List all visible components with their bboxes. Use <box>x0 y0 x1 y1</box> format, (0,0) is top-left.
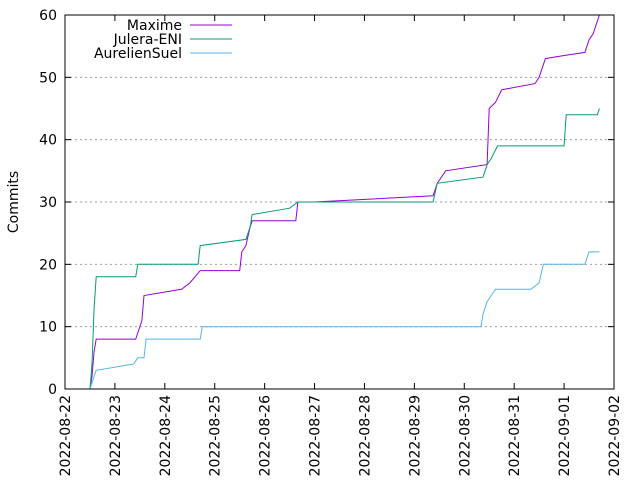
x-tick-label: 2022-08-28 <box>357 395 373 476</box>
y-axis-ticks: 0 10 20 30 40 50 60 <box>39 8 614 398</box>
x-axis-ticks: 2022-08-22 2022-08-23 2022-08-24 2022-08-25… <box>58 15 623 476</box>
series-line-maxime <box>89 14 600 390</box>
series-lines <box>89 14 600 390</box>
y-tick-label: 0 <box>48 382 57 398</box>
series-line-julera-eni <box>89 108 600 390</box>
x-tick-label: 2022-08-29 <box>407 395 423 476</box>
x-tick-label: 2022-09-01 <box>557 395 573 476</box>
x-tick-label: 2022-08-27 <box>308 395 324 476</box>
x-tick-label: 2022-08-24 <box>158 395 174 476</box>
series-line-aureliensuel <box>89 251 600 390</box>
legend-label: Maxime <box>127 18 182 34</box>
x-tick-label: 2022-08-30 <box>457 395 473 476</box>
x-tick-label: 2022-09-02 <box>607 395 623 476</box>
y-tick-label: 20 <box>39 257 57 273</box>
y-tick-label: 10 <box>39 320 57 336</box>
y-axis-title: Commits <box>6 171 22 233</box>
x-tick-label: 2022-08-23 <box>108 395 124 476</box>
legend-label: Julera-ENI <box>113 32 182 48</box>
legend-label: AurelienSuel <box>94 46 182 62</box>
x-tick-label: 2022-08-25 <box>208 395 224 476</box>
y-tick-label: 40 <box>39 133 57 149</box>
x-tick-label: 2022-08-26 <box>258 395 274 476</box>
x-tick-label: 2022-08-31 <box>507 395 523 476</box>
y-tick-label: 50 <box>39 70 57 86</box>
y-tick-label: 60 <box>39 8 57 24</box>
x-tick-label: 2022-08-22 <box>58 395 74 476</box>
y-tick-label: 30 <box>39 195 57 211</box>
